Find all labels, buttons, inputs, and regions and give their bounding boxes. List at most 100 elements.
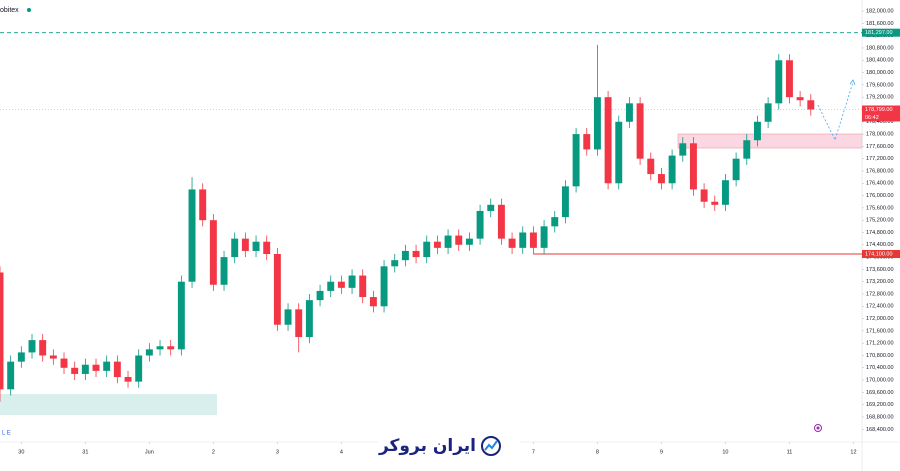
candle-body <box>444 235 452 248</box>
candle-body <box>785 60 793 98</box>
y-tick-label: 179,200.00 <box>866 95 894 101</box>
x-tick-label: 31 <box>82 449 88 455</box>
y-tick-label: 182,000.00 <box>866 9 894 15</box>
y-tick-label: 179,600.00 <box>866 82 894 88</box>
candle-body <box>625 103 633 122</box>
candle-body <box>775 60 783 104</box>
event-icon-dot <box>816 426 820 430</box>
candle-body <box>455 235 463 245</box>
y-tick-label: 170,400.00 <box>866 365 894 371</box>
y-tick-label: 171,600.00 <box>866 328 894 334</box>
candle-body <box>28 340 36 353</box>
y-tick-label: 171,200.00 <box>866 341 894 347</box>
y-tick-label: 172,800.00 <box>866 291 894 297</box>
candle-body <box>359 275 367 298</box>
x-tick-label: Jun <box>145 449 154 455</box>
candle-body <box>679 143 687 156</box>
price-label-bg <box>862 28 900 37</box>
candle-body <box>39 340 47 356</box>
candle-body <box>380 266 388 307</box>
y-tick-label: 170,000.00 <box>866 378 894 384</box>
y-tick-label: 174,800.00 <box>866 230 894 236</box>
candle-body <box>796 97 804 101</box>
candle-body <box>508 238 516 248</box>
candle-body <box>572 134 580 187</box>
candle-body <box>604 97 612 184</box>
x-tick-label: 10 <box>722 449 728 455</box>
candle-body <box>743 140 751 159</box>
y-tick-label: 178,400.00 <box>866 119 894 125</box>
y-tick-label: 169,200.00 <box>866 402 894 408</box>
candle-body <box>295 309 303 338</box>
y-tick-label: 178,000.00 <box>866 132 894 138</box>
candle-body <box>636 103 644 159</box>
candle-body <box>711 201 719 205</box>
candle-body <box>60 358 68 368</box>
candle-body <box>561 186 569 218</box>
candle-body <box>124 377 132 382</box>
y-tick-label: 180,400.00 <box>866 58 894 64</box>
candle-body <box>593 97 601 150</box>
event-icon[interactable] <box>814 424 822 432</box>
y-tick-label: 172,400.00 <box>866 304 894 310</box>
y-tick-label: 168,800.00 <box>866 414 894 420</box>
x-tick-label: 3 <box>276 449 279 455</box>
candle-body <box>241 238 249 251</box>
y-tick-label: 175,600.00 <box>866 205 894 211</box>
candle-body <box>167 346 175 350</box>
status-dot <box>27 8 31 12</box>
y-tick-label: 177,200.00 <box>866 156 894 162</box>
x-tick-label: 4 <box>340 449 343 455</box>
y-tick-label: 181,600.00 <box>866 21 894 27</box>
candle-body <box>135 355 143 382</box>
candle-body <box>551 217 559 227</box>
candle-body <box>476 210 484 239</box>
demand-zone <box>0 394 217 415</box>
y-tick-label: 173,200.00 <box>866 279 894 285</box>
x-tick-label: 12 <box>850 449 856 455</box>
candle-body <box>657 174 665 184</box>
candle-body <box>327 281 335 291</box>
candle-body <box>412 250 420 258</box>
y-tick-label: 174,400.00 <box>866 242 894 248</box>
candle-body <box>337 281 345 288</box>
y-tick-label: 169,600.00 <box>866 390 894 396</box>
projection-path <box>817 81 854 142</box>
price-label: 178,799.00 <box>865 107 893 113</box>
candle-body <box>199 189 207 221</box>
candle-body <box>540 226 548 248</box>
y-tick-label: 172,000.00 <box>866 316 894 322</box>
y-tick-label: 180,000.00 <box>866 70 894 76</box>
candle-body <box>284 309 292 325</box>
candle-body <box>188 189 196 282</box>
candle-body <box>753 121 761 141</box>
candle-body <box>316 290 324 301</box>
candle-body <box>17 352 25 362</box>
candle-body <box>433 241 441 248</box>
y-tick-label: 175,200.00 <box>866 218 894 224</box>
candle-body <box>721 180 729 205</box>
candle-body <box>401 250 409 261</box>
countdown-bg <box>862 113 900 122</box>
candle-body <box>7 361 15 390</box>
x-tick-label: 7 <box>532 449 535 455</box>
candle-body <box>807 100 815 110</box>
candle-body <box>113 361 121 378</box>
projection-arrow <box>849 79 856 86</box>
watermark-box <box>378 428 520 471</box>
candle-body <box>263 241 271 255</box>
candle-body <box>177 281 185 350</box>
candle-body <box>529 232 537 248</box>
candle-body <box>583 134 591 150</box>
candle-body <box>465 238 473 245</box>
candle-body <box>71 367 79 374</box>
candle-body <box>497 204 505 239</box>
candle-body <box>369 297 377 307</box>
x-tick-label: 9 <box>660 449 663 455</box>
candle-body <box>0 272 4 390</box>
y-tick-label: 176,800.00 <box>866 168 894 174</box>
candle-body <box>273 254 281 325</box>
candle-body <box>305 300 313 338</box>
